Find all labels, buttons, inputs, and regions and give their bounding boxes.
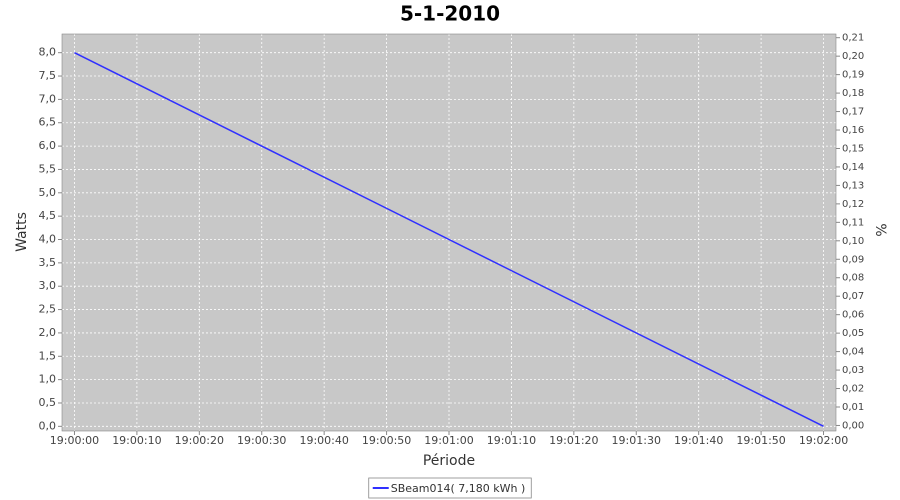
y-tick-label: 2,0 — [39, 326, 57, 339]
x-tick-label: 19:01:50 — [736, 434, 785, 447]
y2-tick-label: 0,17 — [842, 107, 864, 118]
x-tick-label: 19:00:30 — [237, 434, 286, 447]
x-tick-label: 19:01:30 — [612, 434, 661, 447]
y2-tick-label: 0,21 — [842, 33, 864, 44]
y2-tick-label: 0,07 — [842, 291, 864, 302]
y2-tick-label: 0,06 — [842, 310, 864, 321]
y-tick-label: 8,0 — [39, 46, 57, 59]
y2-tick-label: 0,09 — [842, 254, 864, 265]
x-axis-label: Période — [423, 453, 475, 469]
plot-area — [62, 34, 836, 431]
x-tick-label: 19:00:10 — [112, 434, 161, 447]
plot-border — [61, 33, 837, 432]
y-tick-label: 1,5 — [39, 349, 57, 362]
y-tick-label: 4,5 — [39, 209, 57, 222]
y-tick-label: 3,5 — [39, 256, 57, 269]
y-tick-label: 7,5 — [39, 69, 57, 82]
y2-tick-label: 0,01 — [842, 402, 864, 413]
y2-tick-label: 0,02 — [842, 384, 864, 395]
y-tick-label: 1,0 — [39, 373, 57, 386]
y-tick-label: 3,0 — [39, 279, 57, 292]
x-tick-label: 19:01:40 — [674, 434, 723, 447]
y2-tick-label: 0,03 — [842, 365, 864, 376]
y-tick-label: 4,0 — [39, 233, 57, 246]
y2-tick-label: 0,14 — [842, 162, 864, 173]
legend-box — [368, 477, 532, 499]
y-axis-label: Watts — [14, 212, 30, 252]
data-line — [74, 52, 824, 428]
y2-tick-label: 0,19 — [842, 70, 864, 81]
y2-axis-label: % — [872, 223, 888, 236]
x-tick-label: 19:01:00 — [424, 434, 473, 447]
y2-tick-label: 0,00 — [842, 420, 864, 431]
y-tick-label: 7,0 — [39, 92, 57, 105]
y2-tick-label: 0,13 — [842, 180, 864, 191]
x-tick-label: 19:00:20 — [175, 434, 224, 447]
y-tick-label: 2,5 — [39, 303, 57, 316]
y2-tick-label: 0,04 — [842, 347, 864, 358]
y2-tick-label: 0,16 — [842, 125, 864, 136]
legend-label: SBeam014( 7,180 kWh ) — [391, 482, 526, 495]
x-tick-label: 19:01:20 — [549, 434, 598, 447]
x-tick-label: 19:00:00 — [50, 434, 99, 447]
y-tick-label: 0,5 — [39, 396, 57, 409]
x-tick-label: 19:00:50 — [362, 434, 411, 447]
x-tick-label: 19:00:40 — [299, 434, 348, 447]
x-tick-label: 19:01:10 — [487, 434, 536, 447]
y-tick-label: 5,5 — [39, 162, 57, 175]
x-tick-label: 19:02:00 — [799, 434, 848, 447]
y2-tick-label: 0,15 — [842, 143, 864, 154]
y2-tick-label: 0,12 — [842, 199, 864, 210]
y2-tick-label: 0,20 — [842, 51, 864, 62]
y-tick-label: 0,0 — [39, 419, 57, 432]
y-tick-label: 5,0 — [39, 186, 57, 199]
y2-tick-label: 0,18 — [842, 88, 864, 99]
y2-tick-label: 0,05 — [842, 328, 864, 339]
chart-title: 5-1-2010 — [400, 2, 500, 26]
y2-tick-label: 0,11 — [842, 217, 864, 228]
y2-tick-label: 0,10 — [842, 236, 864, 247]
y-tick-label: 6,5 — [39, 116, 57, 129]
y-tick-label: 6,0 — [39, 139, 57, 152]
y2-tick-label: 0,08 — [842, 273, 864, 284]
